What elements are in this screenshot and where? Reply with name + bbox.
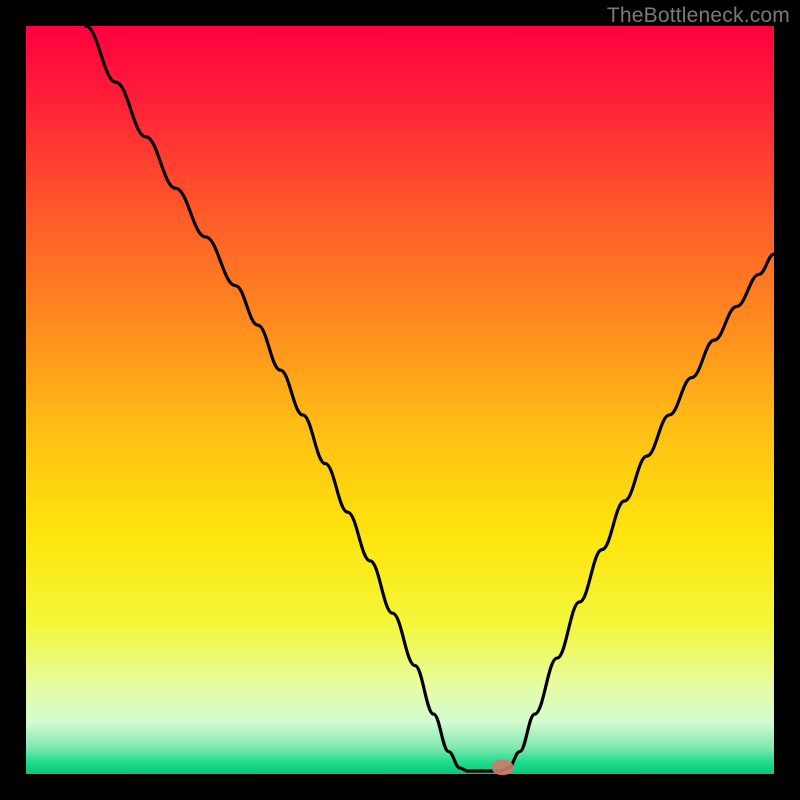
watermark-text: TheBottleneck.com bbox=[607, 4, 790, 28]
optimal-marker bbox=[491, 759, 513, 775]
chart-container: TheBottleneck.com bbox=[0, 0, 800, 800]
bottleneck-chart bbox=[0, 0, 800, 800]
plot-area bbox=[26, 26, 774, 774]
